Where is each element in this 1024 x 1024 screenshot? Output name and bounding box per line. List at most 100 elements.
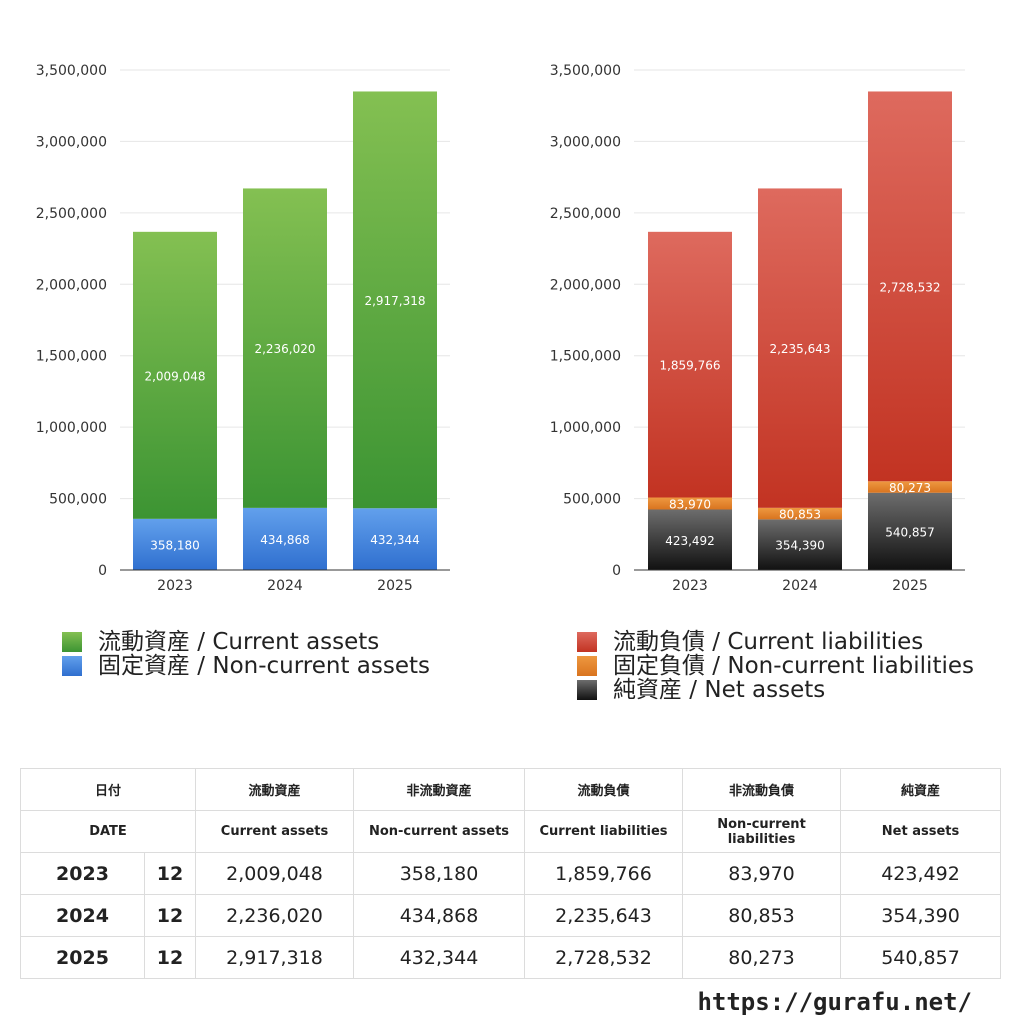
data-label: 540,857 bbox=[885, 525, 935, 539]
bar-segment bbox=[648, 509, 732, 570]
y-tick-label: 1,000,000 bbox=[36, 420, 107, 436]
x-tick-label: 2023 bbox=[157, 578, 193, 594]
y-tick-label: 2,500,000 bbox=[36, 206, 107, 222]
cell-current-assets: 2,917,318 bbox=[195, 936, 355, 979]
cell-net-assets: 540,857 bbox=[840, 936, 1002, 979]
bar-segment bbox=[648, 231, 732, 498]
header-noncurrent-assets-en: Non-current assets bbox=[353, 810, 526, 853]
liabilities-chart: 0 500,000 1,000,000 1,500,000 2,000,000 2,500… bbox=[550, 63, 965, 594]
row-year: 2024 bbox=[20, 894, 145, 937]
data-label: 80,273 bbox=[889, 481, 931, 495]
cell-noncurrent-assets: 358,180 bbox=[353, 852, 526, 895]
cell-noncurrent-liabilities: 83,970 bbox=[682, 852, 842, 895]
row-month: 12 bbox=[143, 852, 197, 895]
data-label: 358,180 bbox=[150, 538, 200, 552]
y-tick-label: 1,500,000 bbox=[550, 349, 621, 365]
legend-item: 流動資産 / Current assets bbox=[62, 630, 430, 654]
bar-segment bbox=[758, 519, 842, 570]
bar-segment bbox=[868, 492, 952, 570]
legend-swatch bbox=[62, 632, 82, 652]
y-tick-label: 0 bbox=[98, 563, 107, 579]
y-tick-label: 1,000,000 bbox=[550, 420, 621, 436]
data-label: 2,917,318 bbox=[364, 294, 425, 308]
x-tick-label: 2024 bbox=[267, 578, 303, 594]
y-tick-label: 500,000 bbox=[49, 492, 107, 508]
data-label: 83,970 bbox=[669, 498, 711, 512]
legend-swatch bbox=[577, 680, 597, 700]
header-date-jp: 日付 bbox=[19, 768, 197, 811]
cell-noncurrent-liabilities: 80,273 bbox=[682, 936, 842, 979]
assets-chart: 0 500,000 1,000,000 1,500,000 2,000,000 2,500… bbox=[36, 63, 450, 594]
bar-segment bbox=[243, 507, 327, 570]
row-month: 12 bbox=[143, 936, 197, 979]
cell-net-assets: 354,390 bbox=[840, 894, 1002, 937]
data-label: 2,235,643 bbox=[769, 342, 830, 356]
cell-current-assets: 2,236,020 bbox=[195, 894, 355, 937]
bar-segment bbox=[868, 91, 952, 482]
cell-net-assets: 423,492 bbox=[840, 852, 1002, 895]
bar-segment bbox=[868, 481, 952, 493]
bar-segment bbox=[648, 497, 732, 510]
y-tick-label: 0 bbox=[612, 563, 621, 579]
header-current-assets-en: Current assets bbox=[195, 810, 355, 853]
legend-swatch bbox=[577, 656, 597, 676]
bar-segment bbox=[353, 91, 437, 509]
legend-label: 純資産 / Net assets bbox=[613, 677, 826, 703]
liabilities-legend: 流動負債 / Current liabilities 固定負債 / Non-cur… bbox=[577, 630, 974, 702]
header-net-assets-jp: 純資産 bbox=[840, 768, 1002, 811]
table-row: 2023 12 2,009,048 358,180 1,859,766 83,9… bbox=[20, 852, 1002, 895]
y-tick-label: 2,000,000 bbox=[550, 277, 621, 293]
x-tick-label: 2024 bbox=[782, 578, 818, 594]
header-current-liabilities-en: Current liabilities bbox=[524, 810, 684, 853]
legend-swatch bbox=[62, 656, 82, 676]
y-tick-label: 2,500,000 bbox=[550, 206, 621, 222]
cell-noncurrent-liabilities: 80,853 bbox=[682, 894, 842, 937]
data-label: 434,868 bbox=[260, 533, 310, 547]
bar-segment bbox=[758, 507, 842, 520]
legend-item: 固定負債 / Non-current liabilities bbox=[577, 654, 974, 678]
bar-segment bbox=[133, 518, 217, 570]
y-tick-label: 2,000,000 bbox=[36, 277, 107, 293]
data-label: 80,853 bbox=[779, 508, 821, 522]
y-tick-label: 3,500,000 bbox=[36, 63, 107, 79]
cell-noncurrent-assets: 432,344 bbox=[353, 936, 526, 979]
x-tick-label: 2023 bbox=[672, 578, 708, 594]
x-tick-label: 2025 bbox=[892, 578, 928, 594]
y-tick-label: 1,500,000 bbox=[36, 349, 107, 365]
legend-item: 純資産 / Net assets bbox=[577, 678, 974, 702]
header-noncurrent-liabilities-en: Non-current liabilities bbox=[682, 810, 842, 853]
cell-current-liabilities: 2,235,643 bbox=[524, 894, 684, 937]
data-label: 2,236,020 bbox=[254, 342, 315, 356]
legend-item: 固定資産 / Non-current assets bbox=[62, 654, 430, 678]
y-tick-label: 500,000 bbox=[563, 492, 621, 508]
header-date-en: DATE bbox=[19, 810, 197, 853]
table-header-en: DATE Current assets Non-current assets C… bbox=[19, 810, 1002, 853]
table-row: 2025 12 2,917,318 432,344 2,728,532 80,2… bbox=[20, 936, 1002, 979]
bar-segment bbox=[133, 231, 217, 519]
legend-label: 流動資産 / Current assets bbox=[98, 629, 380, 655]
cell-noncurrent-assets: 434,868 bbox=[353, 894, 526, 937]
row-month: 12 bbox=[143, 894, 197, 937]
header-noncurrent-assets-jp: 非流動資産 bbox=[353, 768, 526, 811]
y-tick-label: 3,000,000 bbox=[36, 134, 107, 150]
bar-segment bbox=[243, 188, 327, 508]
footer-url: https://gurafu.net/ bbox=[697, 988, 972, 1016]
data-label: 432,344 bbox=[370, 533, 420, 547]
row-year: 2025 bbox=[20, 936, 145, 979]
bar-segment bbox=[353, 508, 437, 570]
data-label: 1,859,766 bbox=[659, 359, 720, 373]
table-header-jp: 日付 流動資産 非流動資産 流動負債 非流動負債 純資産 bbox=[19, 768, 1002, 811]
legend-label: 固定負債 / Non-current liabilities bbox=[613, 653, 974, 679]
header-net-assets-en: Net assets bbox=[840, 810, 1002, 853]
header-current-liabilities-jp: 流動負債 bbox=[524, 768, 684, 811]
data-label: 354,390 bbox=[775, 539, 825, 553]
cell-current-liabilities: 2,728,532 bbox=[524, 936, 684, 979]
y-tick-label: 3,500,000 bbox=[550, 63, 621, 79]
cell-current-assets: 2,009,048 bbox=[195, 852, 355, 895]
y-tick-label: 3,000,000 bbox=[550, 134, 621, 150]
table-row: 2024 12 2,236,020 434,868 2,235,643 80,8… bbox=[20, 894, 1002, 937]
bar-segment bbox=[758, 188, 842, 508]
data-label: 2,009,048 bbox=[144, 369, 205, 383]
header-noncurrent-liabilities-jp: 非流動負債 bbox=[682, 768, 842, 811]
cell-current-liabilities: 1,859,766 bbox=[524, 852, 684, 895]
